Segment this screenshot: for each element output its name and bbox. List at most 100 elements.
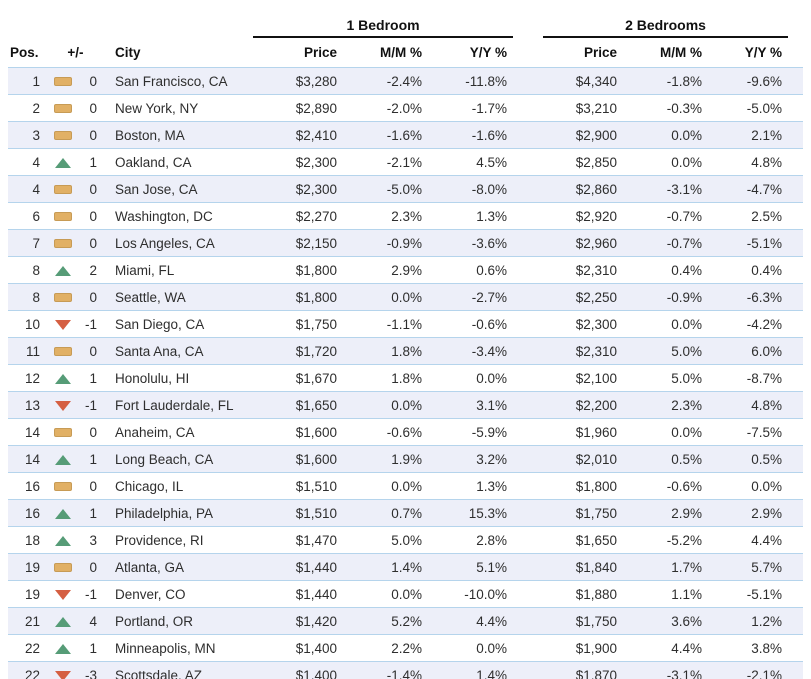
br2-yy-cell: 2.5% [751,208,783,224]
br2-price-cell: $1,750 [575,505,618,521]
position-cell: 8 [32,262,40,278]
br1-mm-cell: 0.0% [391,289,422,305]
position-cell: 22 [24,667,40,679]
gap-cell [513,203,543,230]
br2-mm-cell: -0.7% [666,208,703,224]
group-1-bedroom-label: 1 Bedroom [253,6,514,38]
trend-icon-cell [48,284,78,311]
col-header-1br-price: Price [253,37,343,68]
br1-mm-cell: 5.2% [391,613,422,629]
br2-mm-cell: 1.7% [671,559,703,575]
change-cell: 1 [89,451,97,467]
br1-mm-cell: -5.0% [386,181,422,197]
br2-yy-cell: 0.4% [751,262,783,278]
br1-yy-cell: 0.6% [476,262,508,278]
br2-mm-cell: 3.6% [671,613,703,629]
br1-price-cell: $1,650 [295,397,337,413]
br1-yy-cell: 1.4% [476,667,508,679]
br1-yy-cell: -11.8% [465,73,508,89]
trend-icon-cell [48,473,78,500]
br2-mm-cell: 5.0% [671,370,703,386]
br2-price-cell: $2,100 [575,370,618,386]
br1-price-cell: $1,800 [295,262,337,278]
city-cell: Fort Lauderdale, FL [115,397,234,413]
pad-cell [788,500,803,527]
trend-icon-cell [48,149,78,176]
br1-price-cell: $2,410 [295,127,337,143]
table-row: 11 0 Santa Ana, CA $1,720 1.8% -3.4% $2,310 5.0… [8,337,804,365]
br1-mm-cell: 1.4% [391,559,422,575]
position-cell: 8 [32,289,40,305]
br2-price-cell: $1,870 [575,667,618,679]
br1-yy-cell: -5.9% [471,424,508,440]
trend-up-icon [55,454,71,465]
pad-cell [788,392,803,419]
br1-price-cell: $2,150 [295,235,337,251]
br1-yy-cell: 1.3% [476,478,508,494]
pad-cell [788,527,803,554]
br1-price-cell: $2,300 [295,181,337,197]
change-cell: 0 [89,424,97,440]
br2-mm-cell: 2.9% [671,505,703,521]
trend-flat-icon [54,77,72,87]
br1-price-cell: $1,400 [295,640,337,656]
position-cell: 4 [32,181,40,197]
trend-flat-icon [54,482,72,492]
br2-mm-cell: -5.2% [666,532,703,548]
gap-cell [513,581,543,608]
col-header-2br-mm: M/M % [623,37,709,68]
br1-price-cell: $2,270 [295,208,337,224]
position-cell: 14 [24,451,40,467]
br2-price-cell: $2,310 [575,262,618,278]
br2-mm-cell: 4.4% [671,640,703,656]
trend-flat-icon [54,185,72,195]
trend-icon-cell [48,68,78,95]
br2-price-cell: $2,850 [575,154,618,170]
br2-yy-cell: -4.7% [746,181,783,197]
city-cell: Minneapolis, MN [115,640,216,656]
gap-cell [513,149,543,176]
group-header-spacer [8,6,253,37]
br2-price-cell: $2,010 [575,451,618,467]
trend-icon-cell [48,581,78,608]
br2-price-cell: $2,300 [575,316,618,332]
br1-yy-cell: 4.5% [476,154,508,170]
col-header-gap [513,37,544,68]
trend-down-icon [55,589,71,600]
city-cell: Washington, DC [115,208,213,224]
trend-icon-cell [48,635,78,662]
pad-cell [788,284,803,311]
change-cell: 0 [89,235,97,251]
br1-yy-cell: 15.3% [468,505,508,521]
br2-price-cell: $1,750 [575,613,618,629]
gap-cell [513,257,543,284]
pad-cell [788,554,803,581]
group-2-bedrooms-label: 2 Bedrooms [543,6,789,38]
city-cell: New York, NY [115,100,199,116]
trend-flat-icon [54,428,72,438]
position-cell: 13 [24,397,40,413]
br1-yy-cell: -3.4% [471,343,508,359]
table-row: 7 0 Los Angeles, CA $2,150 -0.9% -3.6% $2,960 -… [8,229,804,257]
column-header-row: Pos. +/- City Price M/M % Y/Y % Price M/… [8,37,804,68]
city-cell: Philadelphia, PA [115,505,214,521]
gap-cell [513,122,543,149]
br1-mm-cell: -2.1% [386,154,422,170]
br1-mm-cell: 2.2% [391,640,422,656]
table-row: 14 0 Anaheim, CA $1,600 -0.6% -5.9% $1,960 0.0%… [8,419,804,446]
br1-mm-cell: 0.0% [391,478,422,494]
br2-price-cell: $2,310 [575,343,618,359]
br1-price-cell: $1,510 [295,478,337,494]
trend-flat-icon [54,104,72,114]
br2-yy-cell: 3.8% [751,640,783,656]
table-row: 16 1 Philadelphia, PA $1,510 0.7% 15.3% $1,750… [8,499,804,527]
gap-cell [513,95,543,122]
trend-up-icon [55,373,71,384]
br2-yy-cell: -7.5% [746,424,783,440]
gap-cell [513,419,543,446]
trend-flat-icon [54,347,72,357]
pad-cell [788,446,803,473]
gap-cell [513,176,543,203]
change-cell: 1 [89,154,97,170]
br2-yy-cell: 5.7% [751,559,783,575]
